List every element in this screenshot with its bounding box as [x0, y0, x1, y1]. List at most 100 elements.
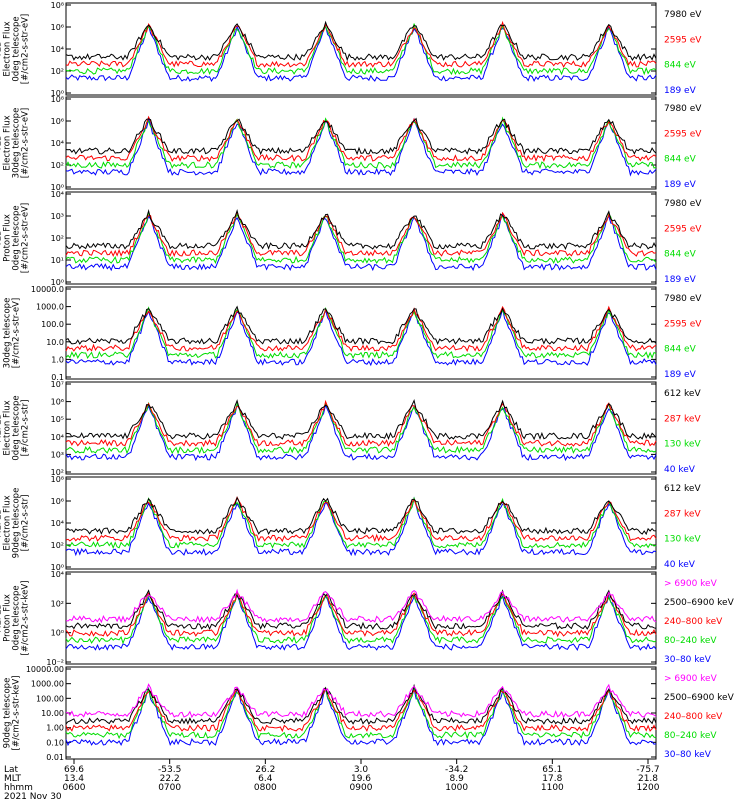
- x-row-label: hhmm: [4, 783, 33, 793]
- series-line-black: [65, 117, 657, 156]
- y-axis-label-line: Proton Flux: [3, 594, 13, 642]
- y-tick-label: 10⁴: [51, 519, 64, 528]
- y-axis-label: TEDElectron Flux0deg telescope[#/cm2-s-s…: [0, 14, 31, 84]
- x-label-lat: 65.1: [542, 765, 562, 775]
- y-axis-label-line: [#/cm2-s-str-eV]: [21, 108, 31, 178]
- x-label-lat: -53.5: [158, 765, 181, 775]
- series-line-black: [65, 398, 657, 441]
- y-axis-label: 30deg telescope[#/cm2-s-str-eV]: [3, 298, 22, 369]
- legend-entry: 189 eV: [664, 275, 697, 285]
- date-label: 2021 Nov 30: [4, 792, 62, 800]
- panel-2: 10⁸ 10⁶ 10⁴ 10² 10⁰ TEDElectron Flux30deg tel…: [0, 95, 702, 192]
- y-axis-label-line: 0deg telescope: [12, 585, 22, 650]
- y-axis-label-line: 90deg telescope: [12, 488, 22, 559]
- series-line-red: [65, 115, 657, 163]
- series-line-red: [65, 399, 657, 448]
- y-axis-label: MEPEDProton Flux0deg telescope[#/cm2-s-s…: [0, 581, 31, 656]
- y-axis-label-line: Electron Flux: [3, 495, 13, 550]
- panel-frame: [65, 666, 657, 760]
- y-tick-label: 0.10: [46, 738, 64, 747]
- y-axis-label-line: TED: [0, 40, 4, 59]
- x-row-label: Lat: [4, 765, 19, 775]
- legend-entry: 130 keV: [664, 535, 701, 545]
- panel-frame: [65, 476, 657, 570]
- panel-frame: [65, 286, 657, 380]
- x-label-lat: -75.7: [636, 765, 659, 775]
- x-label-hhmm: 0600: [63, 783, 86, 793]
- series-line-green: [65, 23, 657, 76]
- y-tick-label: 1000.00: [31, 680, 64, 689]
- series-line-blue: [65, 308, 657, 367]
- series-line-green: [65, 496, 657, 550]
- series-line-red: [65, 20, 657, 68]
- x-label-mlt: 8.9: [450, 774, 465, 784]
- y-axis-label: TEDElectron Flux30deg telescope[#/cm2-s-…: [0, 108, 31, 179]
- panel-frame: [65, 2, 657, 96]
- legend-entry: 80–240 keV: [664, 731, 717, 741]
- series-line-black: [65, 496, 657, 536]
- legend-entry: 612 keV: [664, 389, 701, 399]
- y-axis-label-line: 90deg telescope: [3, 678, 13, 749]
- x-row-label: MLT: [4, 774, 22, 784]
- y-tick-label: 10⁷: [51, 380, 64, 389]
- y-tick-label: 0.01: [46, 753, 64, 762]
- y-axis-label-line: TED: [0, 134, 4, 153]
- series-line-blue: [65, 23, 657, 82]
- x-label-lat: -34.2: [445, 765, 468, 775]
- y-axis-label-line: 0deg telescope: [12, 16, 22, 81]
- legend-entry: 844 eV: [664, 155, 697, 165]
- x-label-mlt: 6.4: [258, 774, 273, 784]
- legend-entry: 189 eV: [664, 180, 697, 190]
- legend-entry: 2595 eV: [664, 35, 702, 45]
- y-tick-label: 10⁸: [51, 95, 64, 104]
- y-tick-label: 10⁰: [51, 563, 64, 572]
- series-line-red: [65, 305, 657, 352]
- x-label-lat: 69.6: [64, 765, 84, 775]
- y-axis-label-line: [#/cm2-s-str-eV]: [12, 298, 22, 368]
- series-line-magenta: [65, 683, 657, 719]
- panel-8: 10000.00 1000.00 100.00 10.00 1.00 0.10 0.01 90…: [3, 665, 735, 762]
- x-label-hhmm: 1200: [637, 783, 660, 793]
- y-axis-label-line: [#/cm2-s-str]: [21, 495, 31, 552]
- panel-frame: [65, 191, 657, 285]
- panel-3: 10⁴ 10³ 10² 10¹ 10⁰ TEDProton Flux0deg telesc…: [0, 190, 702, 287]
- y-axis-label-line: 0deg telescope: [12, 395, 22, 460]
- series-line-green: [65, 116, 657, 170]
- series-line-black: [65, 208, 657, 250]
- legend-entry: 7980 eV: [664, 10, 702, 20]
- y-axis-label-line: Proton Flux: [3, 214, 13, 262]
- panel-4: 10000.0 1000.0 100.0 10.0 1.0 0.1 30deg telesc…: [3, 285, 703, 382]
- x-axis: 69.613.40600-53.522.2070026.26.408003.01…: [4, 759, 660, 800]
- legend-entry: 40 keV: [664, 465, 696, 475]
- x-label-lat: 3.0: [354, 765, 369, 775]
- y-tick-label: 10⁴: [51, 45, 64, 54]
- panel-6: 10⁸ 10⁶ 10⁴ 10² 10⁰ MEPEDElectron Flux90deg t…: [0, 475, 701, 572]
- legend-entry: 189 eV: [664, 86, 697, 96]
- series-line-green: [65, 592, 657, 645]
- y-tick-label: 100.00: [36, 694, 64, 703]
- y-axis-label-line: 30deg telescope: [3, 298, 13, 369]
- y-tick-label: 0.1: [51, 373, 64, 382]
- legend-entry: 2595 eV: [664, 319, 702, 329]
- panel-7: 10⁴ 10² 10⁰ 10⁻² MEPEDProton Flux0deg telesc…: [0, 570, 735, 667]
- series-line-blue: [65, 496, 657, 557]
- series-line-black: [65, 305, 657, 346]
- y-tick-label: 1.0: [51, 355, 64, 364]
- y-axis-label: 90deg telescope[#/cm2-s-str-keV]: [3, 676, 22, 751]
- legend-entry: 844 eV: [664, 345, 697, 355]
- series-line-red: [65, 496, 657, 543]
- legend-entry: 30–80 keV: [664, 655, 712, 665]
- series-line-red: [65, 590, 657, 638]
- legend-entry: 40 keV: [664, 560, 696, 570]
- y-tick-label: 10²: [51, 541, 64, 550]
- legend-entry: > 6900 keV: [664, 579, 718, 589]
- legend-entry: 7980 eV: [664, 199, 702, 209]
- y-tick-label: 10⁶: [51, 497, 64, 506]
- legend-entry: 30–80 keV: [664, 750, 712, 760]
- y-tick-label: 10³: [51, 212, 64, 221]
- y-tick-label: 10⁶: [51, 23, 64, 32]
- y-tick-label: 10⁶: [51, 398, 64, 407]
- y-tick-label: 10⁴: [51, 190, 64, 199]
- x-label-mlt: 19.6: [351, 774, 371, 784]
